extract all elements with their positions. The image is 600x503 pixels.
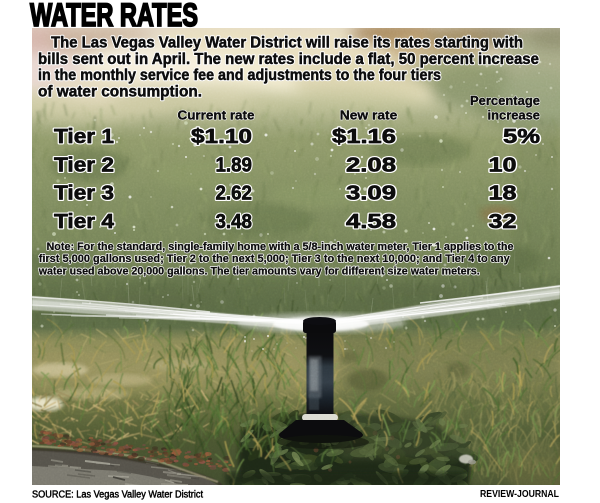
svg-text:18: 18 [489,182,517,205]
svg-text:$1.10: $1.10 [191,125,252,148]
svg-text:10: 10 [489,153,517,176]
svg-text:New rate: New rate [340,107,398,122]
svg-text:water used above 20,000 gallon: water used above 20,000 gallons. The tie… [38,265,480,277]
svg-text:Percentage: Percentage [470,93,540,108]
svg-text:New rate: New rate [340,107,398,122]
svg-text:Current rate: Current rate [178,107,255,122]
svg-text:increase: increase [488,107,541,122]
svg-text:18: 18 [489,182,517,205]
svg-text:32: 32 [489,210,517,233]
svg-text:$1.16: $1.16 [332,125,396,148]
svg-text:first 5,000 gallons used; Tier: first 5,000 gallons used; Tier 2 to the … [39,253,511,265]
svg-text:Note: For the standard, single: Note: For the standard, single-family ho… [47,241,514,253]
svg-text:REVIEW-JOURNAL: REVIEW-JOURNAL [480,489,559,500]
svg-text:first 5,000 gallons used; Tier: first 5,000 gallons used; Tier 2 to the … [39,253,511,265]
svg-text:of water consumption.: of water consumption. [38,84,202,101]
svg-text:2.08: 2.08 [346,153,396,176]
svg-text:of water consumption.: of water consumption. [38,84,202,101]
svg-text:water used above 20,000 gallon: water used above 20,000 gallons. The tie… [38,265,480,277]
svg-text:in the monthly service fee and: in the monthly service fee and adjustmen… [38,67,441,84]
svg-text:Tier 4: Tier 4 [54,210,115,233]
svg-text:Current rate: Current rate [178,107,255,122]
svg-text:4.58: 4.58 [346,210,396,233]
svg-text:1.89: 1.89 [216,153,253,176]
svg-text:Tier 2: Tier 2 [54,153,114,176]
svg-text:3.09: 3.09 [346,182,396,205]
svg-text:Percentage: Percentage [470,93,540,108]
svg-text:2.08: 2.08 [346,153,396,176]
svg-text:Note: For the standard, single: Note: For the standard, single-family ho… [47,241,514,253]
svg-text:Tier 1: Tier 1 [54,125,114,148]
svg-text:4.58: 4.58 [346,210,396,233]
svg-text:1.89: 1.89 [216,153,253,176]
svg-text:2.62: 2.62 [216,182,253,205]
svg-text:32: 32 [489,210,517,233]
svg-text:3.48: 3.48 [216,210,253,233]
svg-text:Tier 3: Tier 3 [54,182,114,205]
svg-text:in the monthly service fee and: in the monthly service fee and adjustmen… [38,67,441,84]
svg-text:The Las Vegas Valley Water Dis: The Las Vegas Valley Water District will… [51,35,523,52]
svg-text:WATER RATES: WATER RATES [30,0,198,33]
svg-text:5%: 5% [503,125,540,148]
svg-text:10: 10 [489,153,517,176]
svg-text:The Las Vegas Valley Water Dis: The Las Vegas Valley Water District will… [51,35,523,52]
svg-text:3.09: 3.09 [346,182,396,205]
svg-text:Tier 3: Tier 3 [54,182,114,205]
svg-text:Tier 1: Tier 1 [54,125,114,148]
svg-text:2.62: 2.62 [216,182,253,205]
svg-text:bills sent out in April. The n: bills sent out in April. The new rates i… [38,51,539,68]
svg-text:$1.10: $1.10 [191,125,252,148]
svg-text:bills sent out in April. The n: bills sent out in April. The new rates i… [38,51,539,68]
svg-text:Tier 2: Tier 2 [54,153,114,176]
svg-text:Tier 4: Tier 4 [54,210,115,233]
svg-text:5%: 5% [503,125,540,148]
svg-text:SOURCE: Las Vegas Valley Water: SOURCE: Las Vegas Valley Water District [32,490,203,501]
svg-text:$1.16: $1.16 [332,125,396,148]
svg-text:3.48: 3.48 [216,210,253,233]
svg-text:increase: increase [488,107,541,122]
